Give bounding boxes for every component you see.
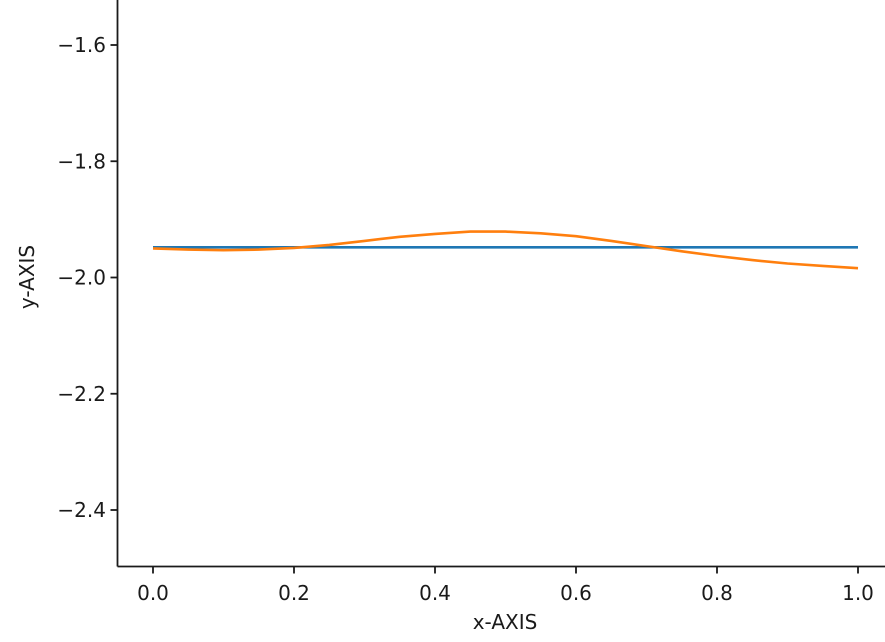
y-tick-label: −2.0 [57, 266, 106, 290]
series-line-fitted-curve [152, 230, 859, 270]
x-tick-label: 0.2 [278, 581, 310, 605]
x-tick-label: 0.4 [419, 581, 451, 605]
x-tick-label: 1.0 [842, 581, 874, 605]
y-tick-label: −2.2 [57, 382, 106, 406]
x-tick-label: 0.6 [560, 581, 592, 605]
y-tick-label: −1.8 [57, 149, 106, 173]
y-tick-label: −1.6 [57, 33, 106, 57]
x-tick-label: 0.0 [137, 581, 169, 605]
y-tick-label: −2.4 [57, 498, 106, 522]
x-tick-label: 0.8 [701, 581, 733, 605]
y-axis-label: y-AXIS [15, 244, 39, 310]
x-axis-label: x-AXIS [472, 610, 538, 634]
